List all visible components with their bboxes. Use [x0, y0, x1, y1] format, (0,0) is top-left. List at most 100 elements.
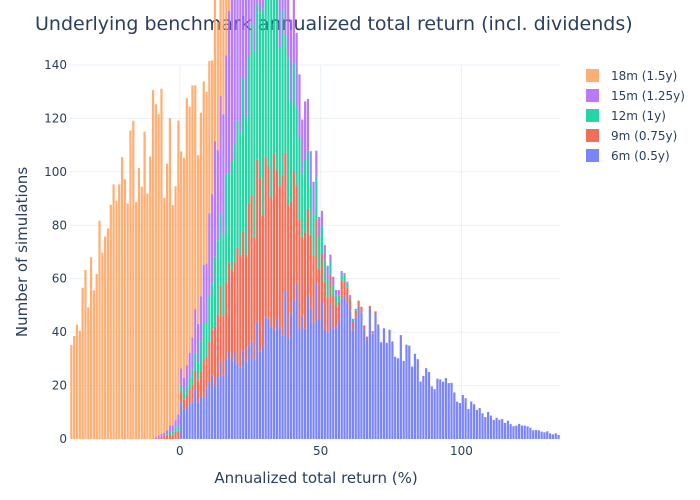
bar — [405, 344, 408, 439]
bar — [219, 95, 222, 213]
bar — [154, 104, 157, 438]
bar — [95, 274, 98, 439]
bar — [185, 386, 188, 395]
bar — [227, 10, 231, 173]
bar — [537, 430, 540, 439]
bar — [261, 8, 264, 216]
bar — [472, 404, 476, 439]
bar — [157, 435, 160, 438]
legend-label: 9m (0.75y) — [611, 129, 677, 143]
bar — [332, 328, 335, 439]
bar — [247, 203, 250, 346]
bar — [154, 437, 157, 439]
bar — [216, 240, 219, 315]
bar — [374, 313, 377, 439]
bar — [495, 417, 498, 439]
bar — [225, 282, 228, 360]
y-tick-label: 20 — [52, 379, 67, 393]
bar — [520, 425, 524, 439]
bar — [509, 424, 512, 439]
bar — [546, 431, 549, 439]
bar — [532, 430, 535, 439]
bar — [160, 436, 163, 439]
legend-label: 18m (1.5y) — [611, 69, 677, 83]
bar — [230, 360, 233, 439]
bar — [371, 333, 374, 439]
bar — [219, 212, 222, 286]
bar — [89, 257, 93, 439]
bar — [298, 74, 301, 137]
bar — [287, 58, 290, 205]
legend-swatch — [586, 129, 599, 142]
bar — [202, 323, 205, 361]
bar — [518, 423, 521, 439]
bar — [205, 356, 208, 389]
bar — [346, 283, 349, 288]
bar — [267, 0, 270, 167]
bar — [196, 380, 200, 402]
bar — [177, 120, 180, 415]
bar — [182, 157, 186, 378]
bar — [315, 219, 318, 284]
bar — [492, 419, 495, 439]
bar — [205, 388, 208, 439]
bar — [233, 0, 236, 145]
bar — [188, 378, 191, 390]
bar — [211, 283, 214, 330]
bar — [478, 408, 481, 439]
bar — [354, 308, 357, 311]
bar — [171, 425, 174, 432]
bars-layer — [70, 0, 560, 440]
bar — [174, 420, 177, 428]
bar — [247, 0, 250, 57]
bar — [258, 178, 262, 352]
bar — [298, 136, 301, 220]
bar — [281, 9, 284, 176]
bar — [349, 296, 352, 300]
bar — [196, 401, 200, 439]
bar — [199, 296, 203, 342]
bar — [523, 425, 526, 439]
bar — [140, 186, 143, 439]
bar — [213, 326, 217, 387]
bar — [323, 259, 326, 283]
bar — [329, 254, 332, 263]
bar — [109, 204, 112, 439]
bar — [163, 436, 166, 439]
bar — [515, 425, 518, 439]
bar — [334, 289, 338, 296]
bar — [191, 384, 194, 402]
legend-swatch — [586, 89, 599, 102]
bar — [292, 299, 295, 439]
bar — [171, 431, 174, 435]
bar — [312, 181, 315, 215]
bar — [289, 313, 293, 439]
bar — [267, 166, 270, 319]
bar — [242, 0, 245, 78]
bar — [298, 219, 301, 329]
bar — [185, 365, 188, 387]
bar — [365, 339, 369, 439]
bar — [199, 371, 203, 397]
bar — [250, 24, 253, 196]
bar — [281, 335, 284, 439]
bar — [182, 399, 186, 409]
bar — [303, 328, 307, 439]
bar — [351, 321, 355, 331]
y-tick-label: 100 — [44, 165, 67, 179]
bar — [526, 426, 529, 439]
bar — [256, 0, 259, 4]
bar — [168, 431, 172, 435]
bar — [487, 412, 490, 439]
bar — [481, 413, 484, 439]
bar — [340, 270, 343, 275]
bar — [191, 369, 194, 385]
bar — [247, 345, 250, 439]
bar — [185, 98, 188, 366]
bar — [464, 398, 467, 439]
bar — [188, 352, 191, 379]
bar — [202, 81, 205, 265]
bar — [340, 298, 343, 439]
bar — [242, 231, 245, 351]
